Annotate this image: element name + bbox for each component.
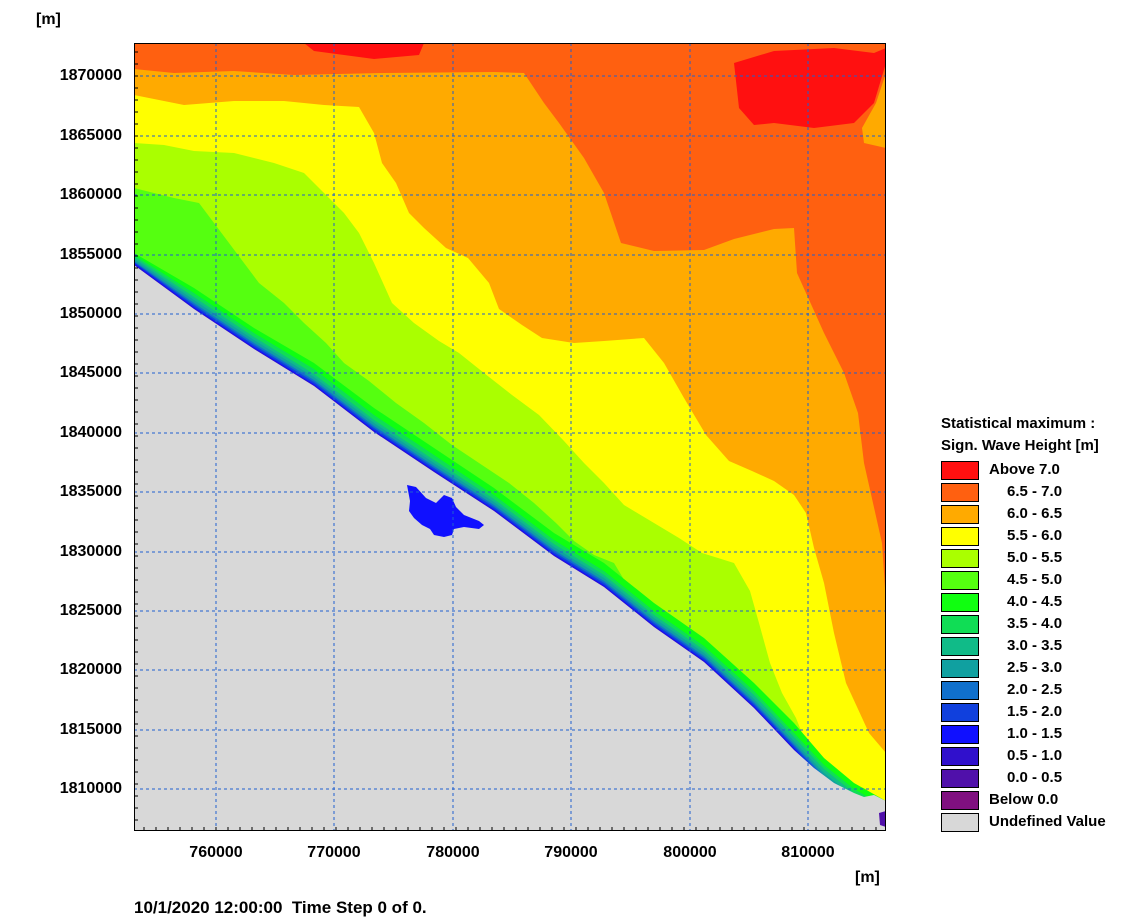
legend-swatch: [941, 813, 979, 832]
legend-label: 6.5 - 7.0: [1007, 483, 1063, 500]
zone-above-7-red-top: [304, 43, 424, 59]
x-tick-label: 790000: [544, 844, 598, 861]
zone-above-7-red-northeast: [734, 48, 886, 128]
legend-swatch: [941, 703, 979, 722]
legend-swatch: [941, 571, 979, 590]
legend-swatch: [941, 725, 979, 744]
legend-label: 2.0 - 2.5: [1007, 681, 1063, 698]
y-tick-label: 1825000: [59, 602, 122, 619]
legend-swatch: [941, 659, 979, 678]
legend-label: 4.5 - 5.0: [1007, 571, 1063, 588]
x-tick-label: 810000: [781, 844, 835, 861]
legend-label: 2.5 - 3.0: [1007, 659, 1063, 676]
legend-label: 5.5 - 6.0: [1007, 527, 1063, 544]
x-axis-unit: [m]: [855, 869, 880, 886]
legend-label: 3.0 - 3.5: [1007, 637, 1063, 654]
legend-label: Above 7.0: [989, 461, 1060, 478]
legend-swatch: [941, 681, 979, 700]
axis-ticks: [134, 51, 877, 831]
legend-swatch: [941, 505, 979, 524]
y-tick-label: 1815000: [59, 721, 122, 738]
legend-label: Undefined Value: [989, 813, 1106, 830]
x-tick-label: 760000: [189, 844, 243, 861]
legend-swatch: [941, 747, 979, 766]
legend-swatch: [941, 637, 979, 656]
legend-label: 0.0 - 0.5: [1007, 769, 1063, 786]
legend-swatch: [941, 615, 979, 634]
zone-0-0-0-5-detail: [879, 811, 886, 827]
grid-lines: [134, 43, 886, 831]
y-tick-label: 1820000: [59, 661, 122, 678]
y-tick-label: 1830000: [59, 543, 122, 560]
legend-label: 6.0 - 6.5: [1007, 505, 1063, 522]
y-tick-label: 1870000: [59, 67, 122, 84]
legend-label: 1.5 - 2.0: [1007, 703, 1063, 720]
plot-frame: [134, 43, 886, 831]
y-tick-label: 1845000: [59, 364, 122, 381]
legend-label: Below 0.0: [989, 791, 1059, 808]
legend-label: 5.0 - 5.5: [1007, 549, 1063, 566]
x-tick-label: 770000: [307, 844, 361, 861]
legend-swatch: [941, 527, 979, 546]
y-tick-label: 1840000: [59, 424, 122, 441]
legend-title-line1: Statistical maximum :: [941, 415, 1096, 432]
legend-label: 1.0 - 1.5: [1007, 725, 1063, 742]
legend-swatch: [941, 549, 979, 568]
legend-swatch: [941, 791, 979, 810]
lagoon: [407, 485, 484, 537]
x-tick-label: 780000: [426, 844, 480, 861]
legend-swatch: [941, 461, 979, 480]
y-tick-label: 1835000: [59, 483, 122, 500]
y-axis-unit: [m]: [36, 11, 61, 28]
legend-swatch: [941, 769, 979, 788]
legend-swatch: [941, 483, 979, 502]
legend-label: 4.0 - 4.5: [1007, 593, 1063, 610]
y-tick-label: 1810000: [59, 780, 122, 797]
zone-6-0-6-5-east: [862, 73, 886, 148]
legend-label: 3.5 - 4.0: [1007, 615, 1063, 632]
legend-swatch: [941, 593, 979, 612]
legend-label: 0.5 - 1.0: [1007, 747, 1063, 764]
x-tick-label: 800000: [663, 844, 717, 861]
zone-undefined-land: [134, 265, 886, 831]
y-tick-label: 1865000: [59, 127, 122, 144]
y-tick-label: 1860000: [59, 186, 122, 203]
wave-height-map[interactable]: [134, 43, 886, 831]
timestep-label: 10/1/2020 12:00:00 Time Step 0 of 0.: [134, 898, 427, 917]
legend-title-line2: Sign. Wave Height [m]: [941, 437, 1099, 454]
y-tick-label: 1850000: [59, 305, 122, 322]
y-tick-label: 1855000: [59, 246, 122, 263]
